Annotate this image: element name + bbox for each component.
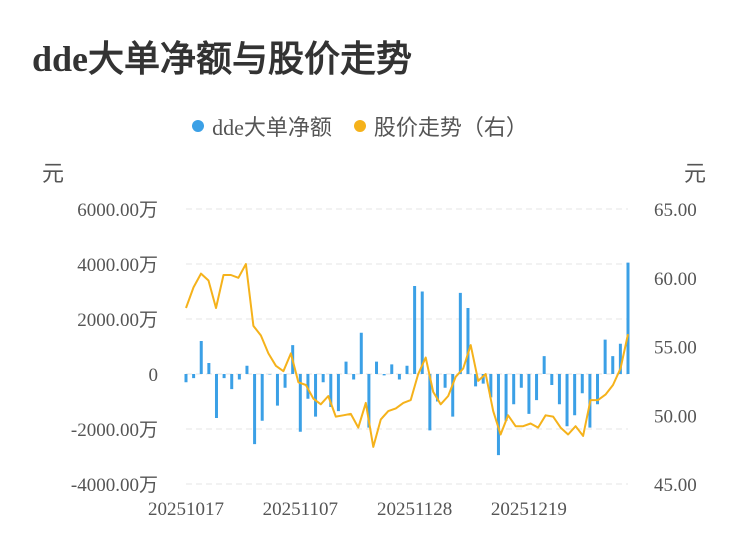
x-axis-tick-label: 20251017: [148, 499, 224, 520]
dde-bar: [382, 374, 386, 376]
right-axis-tick-label: 45.00: [654, 475, 697, 496]
dde-bar: [504, 374, 508, 421]
dde-bar: [519, 374, 523, 388]
dde-bar: [329, 374, 333, 407]
dde-bar: [192, 374, 196, 379]
dde-bar: [275, 374, 279, 406]
x-axis-tick-label: 20251219: [491, 499, 567, 520]
legend-label-dde: dde大单净额: [212, 115, 332, 140]
dde-bar: [512, 374, 516, 405]
dde-bar: [474, 374, 478, 387]
dde-bar: [550, 374, 554, 385]
dde-bar: [367, 374, 371, 428]
dde-bar: [626, 262, 630, 374]
left-axis-unit: 元: [42, 161, 65, 186]
dde-bar: [298, 374, 302, 432]
dde-bar: [397, 374, 401, 380]
right-axis-unit: 元: [684, 161, 707, 186]
dde-bar: [481, 374, 485, 384]
dde-bar: [306, 374, 310, 399]
left-axis-tick-label: 2000.00万: [77, 310, 158, 331]
dde-bar: [435, 374, 439, 402]
dde-bar: [405, 365, 409, 374]
dde-bar: [336, 374, 340, 412]
dde-bar: [283, 374, 287, 388]
chart-legend: dde大单净额 股价走势（右）: [0, 110, 720, 142]
right-axis-tick-label: 60.00: [654, 269, 697, 290]
dde-bar: [451, 374, 455, 417]
dde-bar: [253, 374, 257, 445]
left-axis-tick-label: -4000.00万: [71, 475, 158, 496]
chart-title: dde大单净额与股价走势: [32, 39, 413, 79]
x-axis-tick-label: 20251128: [377, 499, 452, 520]
dde-bar: [535, 374, 539, 401]
left-axis-tick-label: 6000.00万: [77, 200, 158, 221]
left-axis-tick-label: 0: [149, 365, 159, 386]
dde-bar: [214, 374, 218, 418]
dde-bar: [184, 374, 188, 383]
legend-dot-price: [353, 120, 366, 132]
left-axis-tick-label: 4000.00万: [77, 255, 158, 276]
dde-bar: [390, 364, 394, 374]
dde-bar: [375, 361, 379, 374]
dde-bar: [611, 356, 615, 374]
dde-bar: [489, 374, 493, 398]
dde-bar: [230, 374, 234, 390]
dde-bar: [443, 374, 447, 388]
x-axis-tick-label: 20251107: [263, 499, 338, 520]
dde-bar: [496, 374, 500, 456]
dde-bar: [245, 365, 249, 374]
dde-bar: [237, 374, 241, 380]
dde-bar: [344, 361, 348, 374]
dde-bar: [199, 341, 203, 374]
dde-bar: [596, 374, 600, 405]
dde-bar: [207, 363, 211, 374]
dde-bar: [618, 343, 622, 374]
dde-bar: [321, 374, 325, 383]
legend-item-price[interactable]: 股价走势（右）: [353, 110, 528, 142]
legend-item-dde[interactable]: dde大单净额: [192, 110, 332, 142]
dde-bar: [573, 374, 577, 416]
dde-bar: [268, 374, 272, 375]
dde-bar: [359, 332, 363, 374]
legend-label-price: 股价走势（右）: [373, 115, 528, 140]
dde-bar: [466, 308, 470, 374]
dde-bar: [260, 374, 264, 421]
dde-bar: [527, 374, 531, 414]
price-line: [185, 263, 629, 448]
left-axis-tick-label: -2000.00万: [71, 420, 158, 441]
dde-bar: [420, 291, 424, 374]
dde-bar: [603, 339, 607, 374]
right-axis-tick-label: 55.00: [654, 338, 697, 359]
right-axis-tick-label: 50.00: [654, 406, 697, 427]
dde-bar: [352, 374, 356, 380]
dde-bar: [314, 374, 318, 417]
dde-bar: [542, 356, 546, 374]
dde-bar: [565, 374, 569, 427]
dde-bar: [557, 374, 561, 405]
dde-bar: [428, 374, 432, 431]
right-axis-tick-label: 65.00: [654, 200, 697, 221]
dde-bar: [580, 374, 584, 394]
legend-dot-dde: [192, 120, 205, 132]
dde-bar: [458, 292, 462, 374]
dde-bar: [413, 286, 417, 374]
dde-bar: [222, 374, 226, 379]
